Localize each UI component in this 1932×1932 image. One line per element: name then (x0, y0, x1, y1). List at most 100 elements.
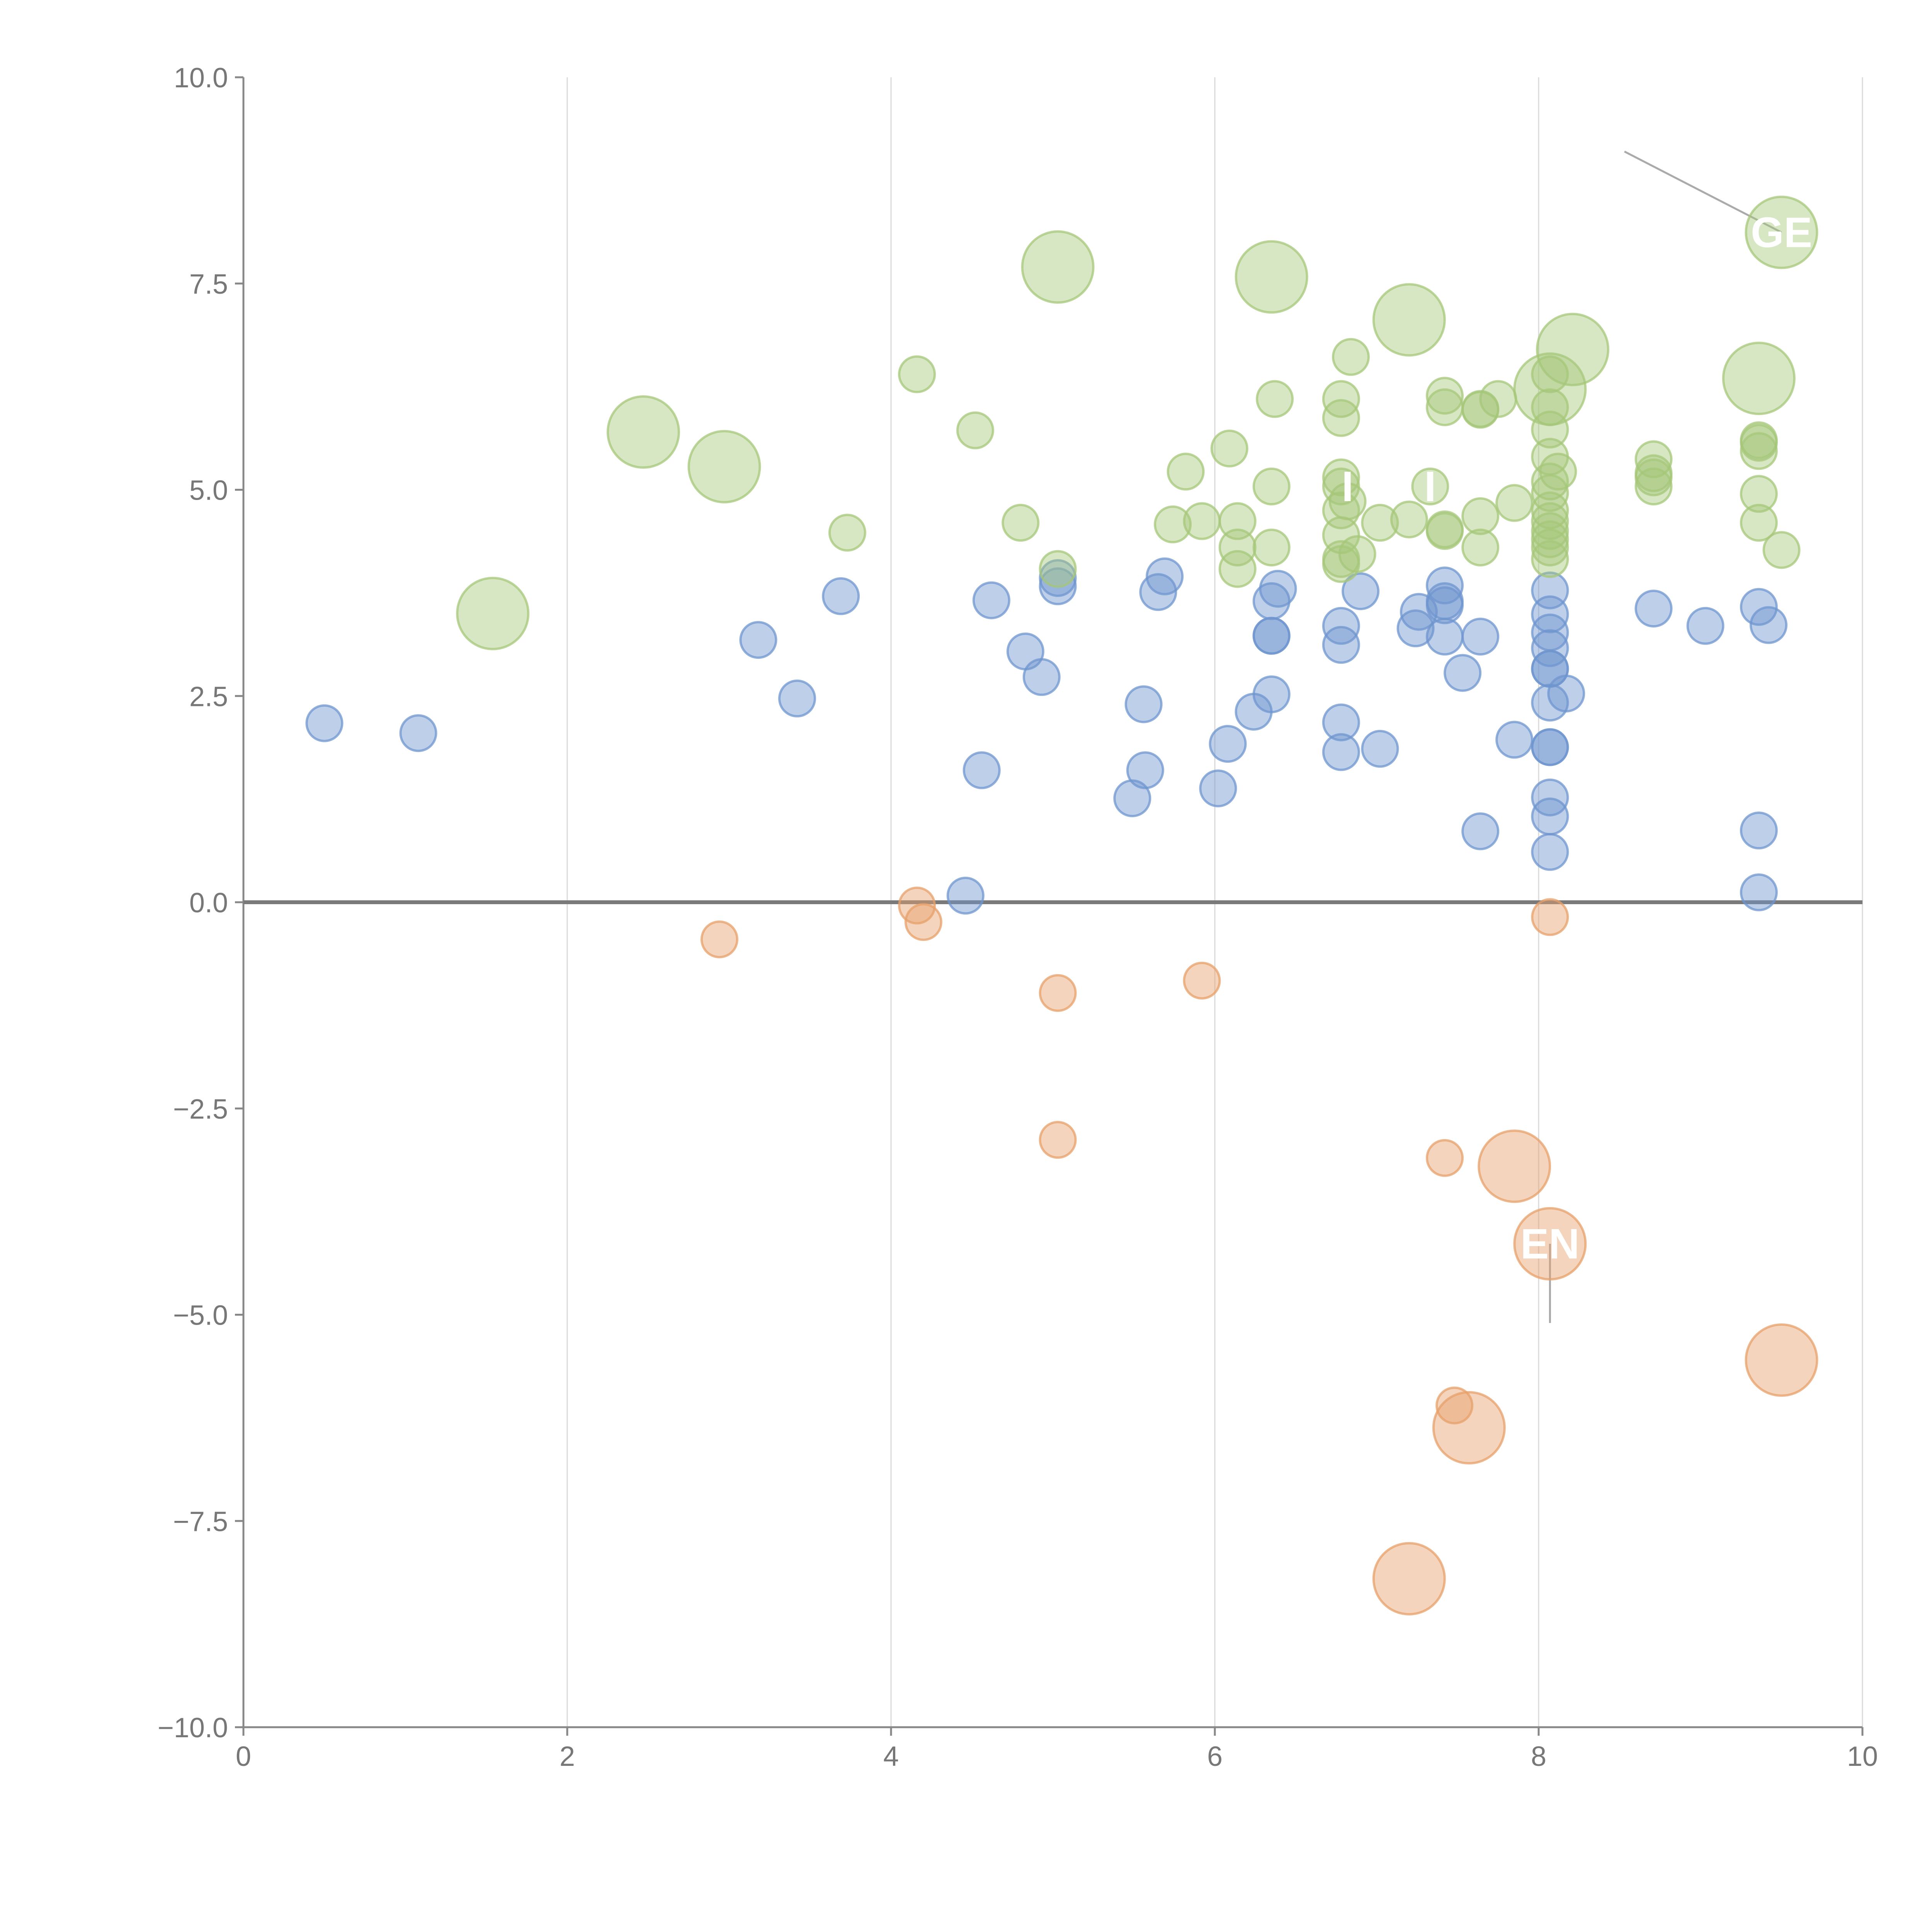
blue-bubble (1749, 606, 1787, 644)
blue-bubble (399, 714, 437, 752)
green-bubble (1531, 502, 1569, 540)
green-bubble (1002, 503, 1040, 542)
blue-bubble (1252, 617, 1291, 655)
annotation-leaders (1549, 150, 1782, 1323)
blue-bubble (1740, 588, 1778, 626)
green-bubble (1411, 467, 1449, 505)
green-bubble (1322, 399, 1360, 437)
green-bubble (898, 355, 936, 393)
blue-bubble (1425, 566, 1464, 605)
green-bubble (1167, 452, 1205, 491)
green-bubble (1740, 432, 1778, 470)
blue-bubble (1361, 730, 1399, 768)
orange-bubble (1531, 898, 1569, 936)
axes: 0 2 4 6 8 10 10.0 7.5 5.0 2.5 0.0 −2.5 −5.0 −7.5 −10.0 (158, 63, 1878, 1772)
blue-bubble (1461, 812, 1500, 850)
annotation-leader-line (1624, 150, 1782, 233)
green-bubble (1218, 550, 1257, 588)
annotation-label: I (1424, 463, 1436, 510)
green-bubble (1252, 467, 1291, 505)
green-bubble (1531, 410, 1569, 449)
green-bubble (1425, 377, 1464, 415)
y-tick-label: 5.0 (189, 475, 228, 506)
green-bubble (1762, 531, 1801, 569)
green-bubble (1372, 283, 1446, 357)
x-tick-label: 10 (1847, 1741, 1878, 1772)
green-bubble (828, 514, 866, 552)
blue-bubble (946, 876, 985, 915)
blue-bubble (1531, 778, 1569, 816)
green-bubble (456, 577, 530, 650)
blue-bubble (1531, 571, 1569, 609)
annotation-label: I (1342, 463, 1354, 510)
green-bubble (1740, 421, 1778, 459)
blue-bubble (305, 704, 344, 742)
green-bubble (1183, 502, 1221, 540)
green-bubble (1539, 452, 1577, 491)
green-bubble (1536, 313, 1609, 386)
green-bubble (1210, 429, 1248, 468)
blue-bubble (1342, 572, 1380, 611)
orange-bubble (700, 920, 738, 959)
blue-bubble (1199, 769, 1237, 808)
green-bubble (1361, 503, 1399, 542)
green-bubble (1461, 390, 1500, 428)
green-bubble (1531, 540, 1569, 578)
green-bubble (1531, 512, 1569, 550)
green-bubble (1461, 497, 1500, 535)
blue-bubble (1259, 570, 1297, 608)
orange-bubble (904, 903, 942, 941)
blue-bubble (1444, 654, 1482, 692)
orange-bubble (1513, 1207, 1587, 1281)
blue-bubble (1425, 582, 1464, 620)
green-bubble (1390, 500, 1428, 539)
green-bubble (687, 430, 761, 503)
blue-bubble (1209, 725, 1247, 763)
blue-bubble (1547, 674, 1585, 713)
blue-bubble (1495, 721, 1534, 759)
green-bubble (606, 395, 680, 469)
green-bubble (1634, 467, 1673, 505)
green-bubble (1252, 528, 1291, 566)
green-bubble (1740, 503, 1778, 542)
blue-bubble (1124, 685, 1163, 723)
blue-bubble (1113, 779, 1151, 817)
orange-bubble (1372, 1542, 1446, 1616)
orange-bubble (1432, 1391, 1506, 1464)
y-tick-label: −10.0 (158, 1713, 228, 1743)
green-bubble (1332, 338, 1370, 376)
orange-bubble (1745, 1323, 1818, 1397)
green-bubble (1218, 502, 1257, 540)
blue-bubble (1022, 658, 1061, 696)
green-bubble (1740, 475, 1778, 513)
orange-bubble (1478, 1129, 1551, 1203)
blue-bubble (1126, 751, 1164, 789)
orange-bubble (1039, 974, 1077, 1012)
blue-bubble (963, 751, 1001, 789)
y-tick-label: −2.5 (173, 1094, 228, 1125)
blue-bubble (1531, 833, 1569, 871)
green-bubble (1039, 550, 1077, 588)
blue-bubble (1322, 703, 1360, 742)
blue-bubble (1740, 873, 1778, 912)
orange-bubble (1039, 1121, 1077, 1159)
green-bubble (1338, 535, 1376, 573)
green-bubble (1322, 458, 1360, 497)
annotation-labels: GE EN I I (1342, 209, 1812, 1268)
blue-bubble (1252, 675, 1291, 713)
blue-bubble (822, 577, 860, 615)
y-tick-label: −5.0 (173, 1300, 228, 1331)
orange-bubble (1435, 1386, 1474, 1425)
blue-bubble (1146, 557, 1184, 595)
green-bubble (1218, 528, 1257, 566)
y-tick-label: −7.5 (173, 1506, 228, 1537)
x-tick-label: 4 (883, 1741, 899, 1772)
green-bubble (1021, 230, 1095, 304)
blue-bubble (1322, 626, 1360, 664)
blue-bubble (1039, 559, 1077, 597)
blue-bubble (1634, 589, 1673, 628)
y-tick-label: 2.5 (189, 681, 228, 712)
x-tick-label: 0 (236, 1741, 251, 1772)
y-tick-label: 7.5 (189, 269, 228, 300)
